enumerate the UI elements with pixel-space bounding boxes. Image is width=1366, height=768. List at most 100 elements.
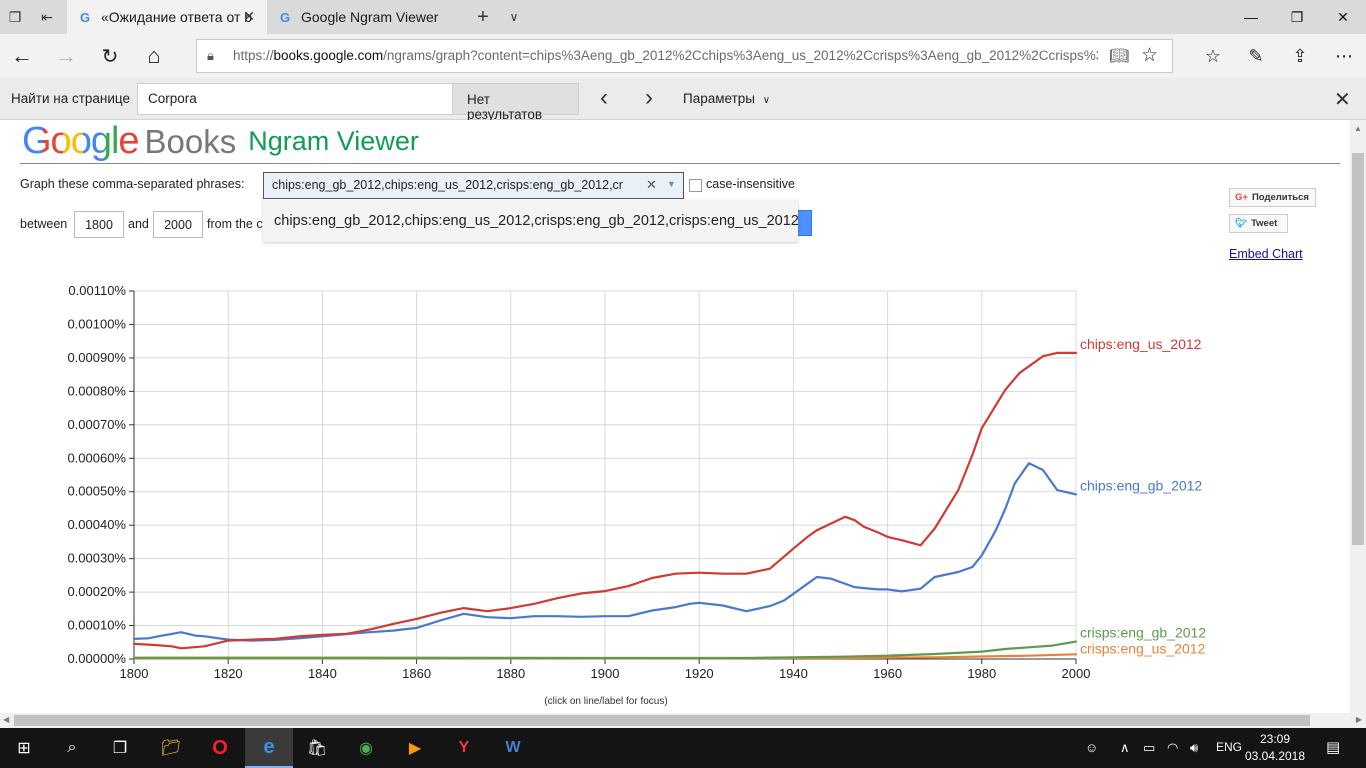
x-tick-label: 1960: [873, 666, 902, 681]
opera-icon[interactable]: O: [212, 736, 228, 759]
x-tick-label: 1920: [685, 666, 714, 681]
ngram-chart: 0.00000% 0.00010% 0.00020% 0.00030% 0.00040%…: [67, 283, 1206, 707]
lock-icon[interactable]: 🔒︎: [207, 48, 214, 63]
y-tick-label: 0.00090%: [67, 350, 126, 365]
y-tick-label: 0.00040%: [67, 517, 126, 532]
task-view-icon[interactable]: ❐: [112, 740, 128, 757]
year-start-input[interactable]: 1800: [74, 211, 124, 238]
action-center-icon[interactable]: ▤: [1326, 739, 1341, 756]
close-find-icon[interactable]: ✕: [1334, 89, 1351, 111]
tab-waiting[interactable]: G «Ожидание ответа от b ✕: [67, 0, 267, 34]
horizontal-scrollbar[interactable]: ◀ ▶: [0, 713, 1366, 728]
more-menu-icon[interactable]: ⋯: [1335, 45, 1353, 66]
series-line-chips-eng-us-2012[interactable]: [132, 351, 1078, 650]
url-text[interactable]: https://books.google.com/ngrams/graph?co…: [233, 48, 1098, 63]
tweet-button[interactable]: 🐦︎ Tweet: [1229, 214, 1288, 233]
horizontal-scroll-thumb[interactable]: [14, 715, 1310, 726]
scroll-up-arrow-icon[interactable]: ▲: [1354, 124, 1362, 133]
vertical-scroll-thumb[interactable]: [1352, 153, 1364, 545]
close-window-icon[interactable]: ✕: [1337, 8, 1349, 25]
set-aside-tabs-icon[interactable]: ❐: [8, 8, 22, 25]
find-options-dropdown[interactable]: Параметры ∨: [683, 91, 770, 106]
back-arrow-icon[interactable]: ←: [11, 43, 33, 68]
share-icon[interactable]: ⇪: [1292, 45, 1308, 66]
x-tick-label: 1820: [214, 666, 243, 681]
forward-arrow-icon[interactable]: →: [55, 43, 77, 68]
close-tab-icon[interactable]: ✕: [243, 8, 255, 24]
scroll-right-arrow-icon[interactable]: ▶: [1355, 715, 1362, 724]
y-tick-label: 0.00100%: [67, 316, 126, 331]
tab-title: Google Ngram Viewer: [301, 9, 439, 25]
find-next-chevron-icon[interactable]: ›: [645, 84, 653, 111]
tab-ngram-viewer[interactable]: G Google Ngram Viewer: [267, 0, 465, 34]
show-hidden-icons-chevron-icon[interactable]: ∧: [1120, 740, 1130, 755]
people-icon[interactable]: ☺: [1085, 740, 1099, 755]
file-explorer-icon[interactable]: 📁︎: [160, 740, 182, 757]
minimize-icon[interactable]: —: [1244, 9, 1258, 25]
favorite-star-icon[interactable]: ☆: [1141, 45, 1159, 66]
x-tick-label: 1860: [402, 666, 431, 681]
embed-chart-link[interactable]: Embed Chart: [1229, 247, 1303, 261]
x-tick-label: 1900: [591, 666, 620, 681]
yandex-icon[interactable]: Y: [458, 739, 470, 756]
search-lots-of-books-button[interactable]: [797, 210, 812, 236]
url-path: /ngrams/graph?content=chips%3Aeng_gb_201…: [383, 48, 1098, 63]
store-icon[interactable]: 🛍︎: [306, 740, 328, 757]
tab-preview-chevron-icon[interactable]: ∨: [509, 10, 519, 24]
clear-input-icon[interactable]: ✕: [646, 177, 657, 192]
word-icon[interactable]: W: [505, 739, 521, 756]
phrases-input[interactable]: chips:eng_gb_2012,chips:eng_us_2012,cris…: [263, 172, 684, 199]
x-tick-label: 2000: [1062, 666, 1091, 681]
chrome-icon[interactable]: ◉: [359, 740, 373, 757]
new-tab-icon[interactable]: +: [477, 5, 489, 28]
google-wordmark: Google: [22, 120, 140, 162]
favorites-hub-icon[interactable]: ☆: [1204, 45, 1222, 66]
series-label-crisps-eng-gb-2012[interactable]: crisps:eng_gb_2012: [1080, 625, 1206, 641]
wifi-icon[interactable]: ◠: [1167, 740, 1179, 755]
search-icon[interactable]: ⌕: [67, 739, 77, 756]
browser-toolbar: ← → ↻ ⌂ 🔒︎ https://books.google.com/ngra…: [0, 34, 1366, 78]
series-label-chips-eng-gb-2012[interactable]: chips:eng_gb_2012: [1080, 477, 1202, 493]
scroll-left-arrow-icon[interactable]: ◀: [3, 715, 10, 724]
battery-icon[interactable]: ▭: [1143, 740, 1156, 755]
vertical-scrollbar[interactable]: ▲: [1350, 120, 1366, 713]
between-label: between: [20, 217, 68, 231]
windows-start-icon[interactable]: ⊞: [17, 740, 31, 757]
find-input[interactable]: Corpora: [137, 83, 453, 115]
clock[interactable]: 23:09 03.04.2018: [1243, 731, 1307, 765]
case-insensitive-checkbox[interactable]: [689, 179, 702, 192]
tab-back-icon[interactable]: ⇤: [41, 8, 53, 25]
tab-title: «Ожидание ответа от b: [101, 9, 253, 25]
ngram-viewer-logo[interactable]: Google Books Ngram Viewer: [22, 120, 419, 162]
x-tick-label: 1980: [967, 666, 996, 681]
y-tick-label: 0.00030%: [67, 551, 126, 566]
series-line-crisps-eng-gb-2012[interactable]: [132, 640, 1078, 660]
google-g-icon: G: [79, 9, 91, 25]
ngram-viewer-title: Ngram Viewer: [248, 126, 419, 156]
edge-icon[interactable]: e: [245, 728, 293, 768]
series-label-chips-eng-us-2012[interactable]: chips:eng_us_2012: [1080, 336, 1202, 352]
volume-icon[interactable]: 🔊︎: [1190, 740, 1199, 755]
url-scheme: https://: [233, 48, 274, 63]
y-tick-label: 0.00020%: [67, 584, 126, 599]
media-player-icon[interactable]: ▶: [408, 740, 422, 757]
chart-series-labels: chips:eng_us_2012 chips:eng_gb_2012crisps…: [1080, 336, 1206, 657]
google-plus-share-button[interactable]: G+ Поделиться: [1229, 188, 1316, 207]
series-label-crisps-eng-us-2012[interactable]: crisps:eng_us_2012: [1080, 641, 1206, 657]
autocomplete-suggestion[interactable]: chips:eng_gb_2012,chips:eng_us_2012,cris…: [263, 200, 799, 242]
reading-view-icon[interactable]: 📖︎: [1109, 48, 1130, 65]
web-note-pen-icon[interactable]: ✎: [1248, 45, 1264, 66]
home-icon[interactable]: ⌂: [147, 43, 161, 68]
and-label: and: [128, 217, 149, 231]
header-divider: [20, 163, 1340, 164]
year-end-input[interactable]: 2000: [153, 211, 203, 238]
chevron-down-icon: ∨: [762, 95, 771, 106]
address-bar[interactable]: 🔒︎ https://books.google.com/ngrams/graph…: [196, 39, 1173, 73]
find-previous-chevron-icon[interactable]: ‹: [600, 84, 608, 111]
find-results-status: Нет результатов: [453, 83, 579, 122]
restore-icon[interactable]: ❐: [1290, 8, 1304, 25]
x-tick-label: 1940: [779, 666, 808, 681]
dropdown-caret-icon[interactable]: ▼: [667, 179, 676, 189]
input-language[interactable]: ENG: [1216, 740, 1243, 754]
refresh-icon[interactable]: ↻: [101, 45, 119, 68]
